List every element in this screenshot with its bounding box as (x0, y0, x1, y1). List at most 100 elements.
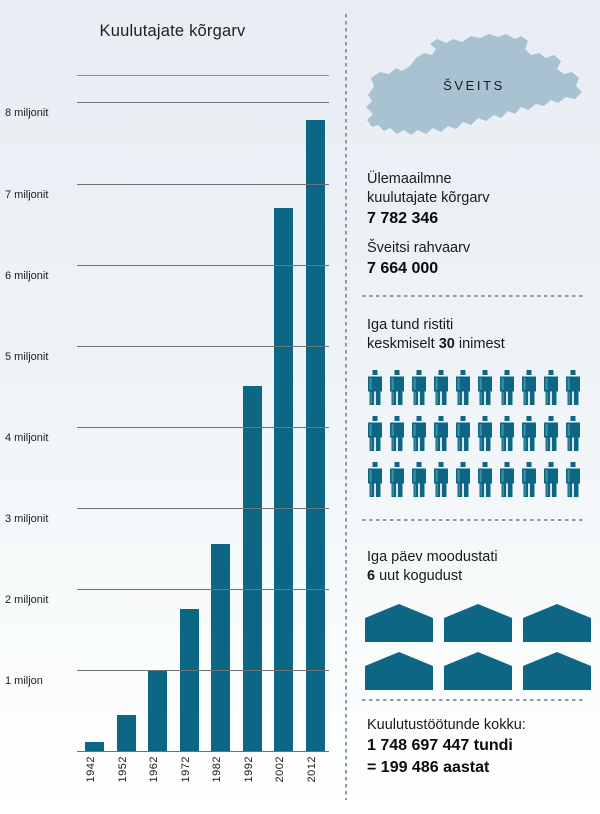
x-axis-tick-label: 2012 (305, 756, 318, 783)
y-axis-tick-label: 3 miljonit (5, 512, 49, 525)
person-icon (497, 462, 517, 497)
person-icon (409, 462, 429, 497)
house-icon-row (365, 604, 595, 642)
person-icon (453, 416, 473, 451)
person-icon (453, 462, 473, 497)
population-label: Šveitsi rahvaarv (367, 240, 471, 256)
person-icon (431, 370, 451, 405)
person-icon (475, 462, 495, 497)
bar-1992 (242, 386, 262, 751)
map-country-label: ŠVEITS (443, 78, 505, 93)
house-icon-row (365, 652, 595, 690)
x-axis-tick-label: 2002 (274, 756, 287, 783)
person-icon (387, 416, 407, 451)
house-icon (523, 652, 591, 690)
gridline (77, 588, 329, 590)
gridline (77, 669, 329, 671)
congregations-line2: 6 uut kogudust (367, 567, 587, 586)
baptisms-line1: Iga tund ristiti (367, 317, 454, 333)
person-icon (365, 370, 385, 405)
chart-panel: Kuulutajate kõrgarv 1 miljon 2 miljonit 3 … (5, 22, 329, 814)
baptisms-line2: keskmiselt 30 inimest (367, 335, 587, 354)
congregations-number: 6 (367, 568, 376, 584)
baptisms-line2-post: inimest (454, 336, 505, 352)
person-icon (541, 416, 561, 451)
hours-years-value: = 199 486 aastat (367, 759, 490, 776)
bar-series (77, 72, 329, 751)
person-icon (431, 416, 451, 451)
right-panel: ŠVEITS Ülemaailmne kuulutajate kõrgarv 7… (345, 0, 600, 814)
house-icon-grid (365, 604, 595, 700)
congregations-line1: Iga päev moodustati (367, 549, 498, 565)
bar-1942 (85, 742, 105, 751)
gridline (77, 264, 329, 266)
y-axis-tick-label: 4 miljonit (5, 431, 49, 444)
house-icon (365, 652, 433, 690)
x-axis-tick-label: 1972 (179, 756, 192, 783)
person-icon (431, 462, 451, 497)
y-axis-tick-label: 2 miljonit (5, 593, 49, 606)
person-icon-row (365, 370, 589, 405)
person-icon (541, 370, 561, 405)
person-icon (519, 462, 539, 497)
person-icon (519, 416, 539, 451)
y-axis-tick-label: 8 miljonit (5, 107, 49, 120)
hours-label: Kuulutustöötunde kokku: (367, 717, 526, 733)
person-icon (563, 462, 583, 497)
person-icon (475, 370, 495, 405)
gridline (77, 345, 329, 347)
y-axis-tick-label: 5 miljonit (5, 350, 49, 363)
person-icon (365, 462, 385, 497)
baptisms-line2-pre: keskmiselt (367, 336, 439, 352)
x-axis-tick-label: 1962 (148, 756, 161, 783)
person-icon (475, 416, 495, 451)
worldwide-label-line2: kuulutajate kõrgarv (367, 190, 490, 206)
chart-title: Kuulutajate kõrgarv (99, 22, 246, 40)
bar-2012 (305, 120, 325, 751)
person-icon-row (365, 416, 589, 451)
worldwide-stats-block: Ülemaailmne kuulutajate kõrgarv 7 782 34… (367, 170, 587, 280)
person-icon (365, 416, 385, 451)
house-icon (444, 604, 512, 642)
bar-2002 (274, 207, 294, 751)
person-icon (387, 370, 407, 405)
x-axis-tick-labels: 1942 1952 1962 1972 1982 1992 2002 2012 (77, 756, 329, 814)
house-icon (365, 604, 433, 642)
population-value: 7 664 000 (367, 260, 439, 277)
gridline (77, 507, 329, 509)
chart-top-rule (77, 75, 329, 76)
horizontal-dotted-divider-2 (362, 519, 584, 521)
x-axis-tick-label: 1942 (85, 756, 98, 783)
y-axis-tick-label: 7 miljonit (5, 188, 49, 201)
person-icon (541, 462, 561, 497)
person-icon (519, 370, 539, 405)
house-icon (523, 604, 591, 642)
hours-block: Kuulutustöötunde kokku: 1 748 697 447 tu… (367, 716, 587, 779)
x-axis-line (77, 751, 329, 752)
worldwide-peak-value: 7 782 346 (367, 210, 439, 227)
person-icon (497, 370, 517, 405)
bar-1982 (211, 544, 231, 751)
congregations-line2-post: uut kogudust (375, 568, 463, 584)
switzerland-map: ŠVEITS (358, 22, 590, 152)
worldwide-label-line1: Ülemaailmne (367, 171, 452, 187)
gridline (77, 183, 329, 185)
person-icon-grid (365, 370, 589, 508)
y-axis-tick-label: 1 miljon (5, 674, 43, 687)
gridline (77, 102, 329, 104)
person-icon (563, 416, 583, 451)
gridline (77, 426, 329, 428)
vertical-dotted-divider (345, 14, 347, 800)
person-icon-row (365, 462, 589, 497)
person-icon (497, 416, 517, 451)
person-icon (563, 370, 583, 405)
hours-total-value: 1 748 697 447 tundi (367, 737, 513, 754)
y-axis-tick-label: 6 miljonit (5, 269, 49, 282)
house-icon (444, 652, 512, 690)
bar-chart-plot-area: 1 miljon 2 miljonit 3 miljonit 4 miljonit 5 … (5, 70, 329, 752)
person-icon (409, 416, 429, 451)
horizontal-dotted-divider-1 (362, 295, 584, 297)
baptisms-number: 30 (438, 336, 455, 352)
bar-1962 (148, 669, 168, 751)
